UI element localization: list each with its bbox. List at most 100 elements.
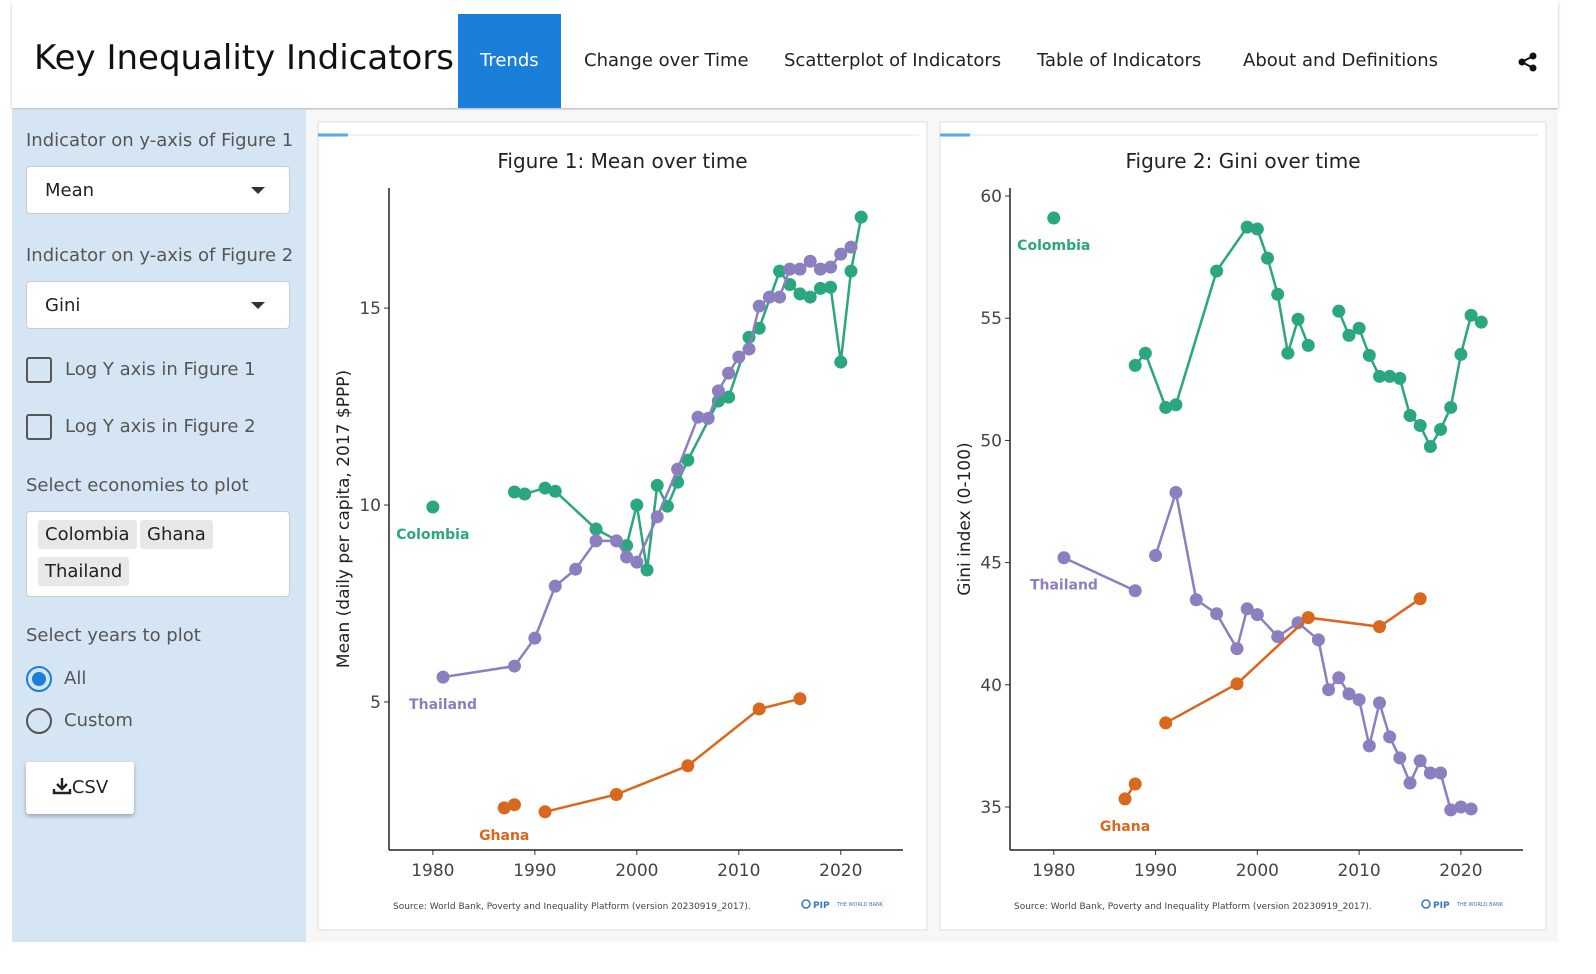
point bbox=[1393, 751, 1407, 765]
point bbox=[609, 534, 623, 548]
card bbox=[939, 121, 1547, 931]
point bbox=[824, 260, 838, 274]
tab[interactable]: Change over Time bbox=[584, 50, 749, 71]
point bbox=[1383, 730, 1397, 744]
tab[interactable]: Trends bbox=[458, 14, 561, 108]
point bbox=[507, 659, 521, 673]
radio[interactable] bbox=[26, 666, 52, 692]
point bbox=[1230, 677, 1244, 691]
checkbox[interactable] bbox=[26, 357, 52, 383]
button-text: CSV bbox=[71, 777, 109, 798]
logo-org: THE WORLD BANK bbox=[1456, 902, 1504, 908]
point bbox=[1240, 602, 1254, 616]
checkbox[interactable] bbox=[26, 414, 52, 440]
point bbox=[1342, 328, 1356, 342]
point bbox=[1118, 792, 1132, 806]
tab[interactable]: Scatterplot of Indicators bbox=[784, 50, 1002, 71]
radio[interactable] bbox=[26, 708, 52, 734]
chart-card: Figure 1: Mean over time Mean (daily per … bbox=[317, 121, 928, 931]
label: Indicator on y-axis of Figure 1 bbox=[26, 130, 294, 151]
chip[interactable]: Thailand bbox=[38, 557, 130, 586]
point bbox=[1159, 716, 1173, 730]
point bbox=[538, 481, 552, 495]
point bbox=[1403, 776, 1417, 790]
point bbox=[752, 702, 766, 716]
logo-mark bbox=[801, 899, 811, 909]
point bbox=[834, 355, 848, 369]
point bbox=[1189, 593, 1203, 607]
share-icon[interactable] bbox=[1518, 52, 1538, 72]
multi-select[interactable]: Colombia Ghana Thailand bbox=[26, 511, 290, 597]
point bbox=[426, 500, 440, 514]
x-tick-label: 2010 bbox=[1337, 861, 1380, 881]
series-label: Thailand bbox=[409, 697, 477, 713]
x-tick-label: 2000 bbox=[1236, 861, 1279, 881]
point bbox=[803, 290, 817, 304]
point bbox=[650, 478, 664, 492]
point bbox=[1271, 630, 1285, 644]
point bbox=[671, 462, 685, 476]
point bbox=[783, 262, 797, 276]
x-tick-label: 1980 bbox=[411, 861, 454, 881]
point bbox=[1413, 754, 1427, 768]
point bbox=[1159, 400, 1173, 414]
point bbox=[1047, 211, 1061, 225]
tab[interactable]: About and Definitions bbox=[1243, 50, 1439, 71]
point bbox=[1362, 348, 1376, 362]
y-tick-label: 55 bbox=[980, 309, 1002, 329]
point bbox=[650, 510, 664, 524]
point bbox=[1271, 287, 1285, 301]
point bbox=[1403, 409, 1417, 423]
point bbox=[630, 498, 644, 512]
x-tick-label: 1990 bbox=[1134, 861, 1177, 881]
point bbox=[1372, 369, 1386, 383]
checkbox-label: Log Y axis in Figure 1 bbox=[65, 359, 256, 380]
point bbox=[630, 555, 644, 569]
point bbox=[1210, 264, 1224, 278]
download-button[interactable]: CSV bbox=[26, 762, 134, 814]
point bbox=[1444, 803, 1458, 817]
point bbox=[813, 262, 827, 276]
x-tick-label: 1990 bbox=[513, 861, 556, 881]
point bbox=[1149, 549, 1163, 563]
point bbox=[803, 254, 817, 268]
source-note: Source: World Bank, Poverty and Inequali… bbox=[1014, 902, 1372, 912]
point bbox=[1434, 422, 1448, 436]
point bbox=[497, 801, 511, 815]
chart-card: Figure 2: Gini over time Gini index (0-10… bbox=[939, 121, 1547, 931]
point bbox=[1301, 611, 1315, 625]
point bbox=[1301, 338, 1315, 352]
point bbox=[640, 563, 654, 577]
point bbox=[1332, 671, 1346, 685]
point bbox=[507, 485, 521, 499]
point bbox=[793, 692, 807, 706]
point bbox=[1291, 312, 1305, 326]
point bbox=[844, 240, 858, 254]
point bbox=[834, 247, 848, 261]
y-tick-label: 15 bbox=[359, 299, 381, 319]
point bbox=[722, 366, 736, 380]
tab[interactable]: Table of Indicators bbox=[1037, 50, 1202, 71]
point bbox=[1342, 687, 1356, 701]
point bbox=[1352, 321, 1366, 335]
select[interactable]: Gini bbox=[26, 281, 290, 329]
chip[interactable]: Ghana bbox=[140, 520, 213, 549]
point bbox=[1322, 683, 1336, 697]
point bbox=[538, 805, 552, 819]
point bbox=[1464, 308, 1478, 322]
point bbox=[436, 670, 450, 684]
point bbox=[813, 281, 827, 295]
point bbox=[548, 484, 562, 498]
chip[interactable]: Colombia bbox=[38, 520, 137, 549]
point bbox=[1311, 633, 1325, 647]
point bbox=[1261, 251, 1275, 265]
select[interactable]: Mean bbox=[26, 166, 290, 214]
logo: PIP bbox=[1433, 901, 1450, 911]
app-title: Key Inequality Indicators bbox=[34, 38, 455, 78]
point bbox=[1413, 419, 1427, 433]
y-tick-label: 5 bbox=[370, 693, 381, 713]
y-tick-label: 10 bbox=[359, 496, 381, 516]
point bbox=[793, 262, 807, 276]
